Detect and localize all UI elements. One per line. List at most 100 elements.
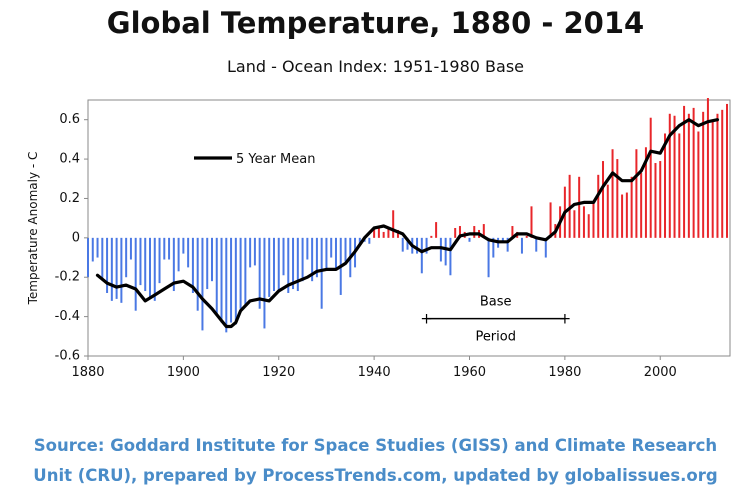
anomaly-bar-1929 (320, 237, 323, 309)
anomaly-bar-1881 (91, 237, 94, 262)
anomaly-bar-1939 (368, 237, 371, 244)
anomaly-bar-1914 (249, 237, 252, 268)
y-axis-ticks: -0.6 -0.4 -0.2 0 0.2 0.4 0.6 (55, 112, 88, 364)
anomaly-bar-1984 (582, 206, 585, 238)
anomaly-bar-2010 (706, 98, 709, 238)
anomaly-bar-1907 (215, 237, 218, 315)
anomaly-bar-1986 (592, 202, 595, 238)
anomaly-bar-2009 (702, 111, 705, 238)
anomaly-bar-1917 (263, 237, 266, 329)
anomaly-bar-1944 (392, 210, 395, 238)
anomaly-bar-1894 (153, 237, 156, 301)
anomaly-bar-1994 (630, 176, 633, 238)
anomaly-bar-1990 (611, 149, 614, 238)
anomaly-bar-1918 (268, 237, 271, 297)
anomaly-bar-2008 (697, 131, 700, 238)
anomaly-bar-1891 (139, 237, 142, 286)
anomaly-bar-1885 (110, 237, 113, 301)
anomaly-bar-1903 (196, 237, 199, 311)
plot-area (87, 99, 731, 357)
anomaly-bar-1993 (625, 192, 628, 238)
anomaly-bar-1951 (425, 237, 428, 254)
x-tick-label: 1940 (358, 365, 391, 380)
anomaly-bar-1976 (544, 237, 547, 258)
anomaly-bar-1961 (473, 226, 476, 238)
anomaly-bar-1922 (287, 237, 290, 293)
anomaly-bar-2002 (668, 113, 671, 238)
anomaly-bar-1991 (616, 159, 619, 238)
x-tick-label: 1880 (71, 365, 104, 380)
anomaly-bar-1884 (106, 237, 109, 293)
anomaly-bar-1895 (158, 237, 161, 284)
anomaly-bar-1941 (377, 226, 380, 238)
y-tick-label: 0.6 (59, 112, 80, 127)
anomaly-bar-1901 (187, 237, 190, 268)
anomaly-bar-1955 (444, 237, 447, 266)
five-year-mean-line (95, 118, 720, 329)
anomaly-bar-2000 (659, 161, 662, 238)
x-axis-ticks: 1880 1900 1920 1940 1960 1980 2000 (71, 356, 677, 380)
anomaly-bar-1992 (621, 194, 624, 238)
anomaly-bar-1921 (282, 237, 285, 276)
anomaly-bar-1964 (487, 237, 490, 278)
anomaly-bar-1930 (325, 237, 328, 270)
anomaly-bar-2014 (726, 103, 728, 238)
anomaly-bar-1987 (597, 174, 600, 238)
y-tick-label: 0.2 (59, 191, 80, 206)
base-period-label-bottom: Period (475, 330, 516, 345)
anomaly-bar-1937 (358, 237, 361, 244)
anomaly-bar-1880 (87, 237, 89, 278)
anomaly-bar-1977 (549, 202, 552, 238)
y-axis-label: Temperature Anomaly - C (26, 152, 40, 306)
anomaly-bar-1928 (315, 237, 318, 278)
anomaly-bar-1957 (454, 228, 457, 238)
anomaly-bar-1952 (430, 235, 433, 238)
y-tick-label: 0 (72, 230, 80, 245)
anomaly-bar-2005 (683, 105, 686, 238)
anomaly-bar-1906 (210, 237, 213, 282)
anomaly-bar-1998 (649, 117, 652, 238)
anomaly-bar-1972 (525, 235, 528, 238)
anomaly-bar-1927 (311, 237, 314, 282)
anomaly-bar-1971 (520, 237, 523, 254)
source-line-2: Unit (CRU), prepared by ProcessTrends.co… (33, 466, 718, 485)
anomaly-bar-1956 (449, 237, 452, 276)
anomaly-bar-1900 (182, 237, 185, 254)
anomaly-bar-1934 (344, 237, 347, 262)
anomaly-bar-1924 (296, 237, 299, 292)
anomaly-bar-1940 (373, 228, 376, 238)
anomaly-bar-1997 (644, 147, 647, 238)
anomaly-bar-1999 (654, 163, 657, 238)
chart-subtitle: Land - Ocean Index: 1951-1980 Base (226, 57, 524, 76)
y-tick-label: -0.6 (55, 349, 80, 364)
anomaly-bar-1943 (387, 228, 390, 238)
anomaly-bar-1950 (420, 237, 423, 274)
anomaly-bar-1942 (382, 231, 385, 238)
anomaly-bar-1968 (506, 237, 509, 252)
x-tick-label: 1960 (453, 365, 486, 380)
base-period-label-top: Base (480, 295, 512, 310)
anomaly-bar-1989 (606, 184, 609, 238)
anomaly-bar-1915 (253, 237, 256, 266)
x-tick-label: 1920 (262, 365, 295, 380)
anomaly-bar-1908 (220, 237, 223, 323)
anomaly-bar-1886 (115, 237, 118, 299)
anomaly-bar-1893 (148, 237, 151, 299)
anomaly-bar-1896 (163, 237, 166, 260)
anomaly-bar-1926 (306, 237, 309, 260)
temperature-chart: + + Base Period 5 Year Mean -0.6 -0.4 -0.2… (26, 98, 731, 380)
base-period-start-tick: + (420, 310, 433, 328)
anomaly-bar-1899 (177, 237, 180, 272)
anomaly-bar-1923 (292, 237, 295, 290)
anomaly-bar-1902 (191, 237, 194, 293)
x-tick-label: 1900 (167, 365, 200, 380)
anomaly-bar-1958 (458, 226, 461, 238)
anomaly-bar-1982 (573, 210, 576, 238)
anomaly-bar-2003 (673, 115, 676, 238)
anomaly-bar-2001 (664, 133, 667, 238)
base-period-annotation: + + Base Period (420, 295, 571, 345)
anomaly-bar-1888 (125, 237, 128, 278)
anomaly-bar-1967 (501, 237, 504, 242)
anomaly-bar-1974 (535, 237, 538, 252)
anomaly-bar-1909 (225, 237, 228, 333)
